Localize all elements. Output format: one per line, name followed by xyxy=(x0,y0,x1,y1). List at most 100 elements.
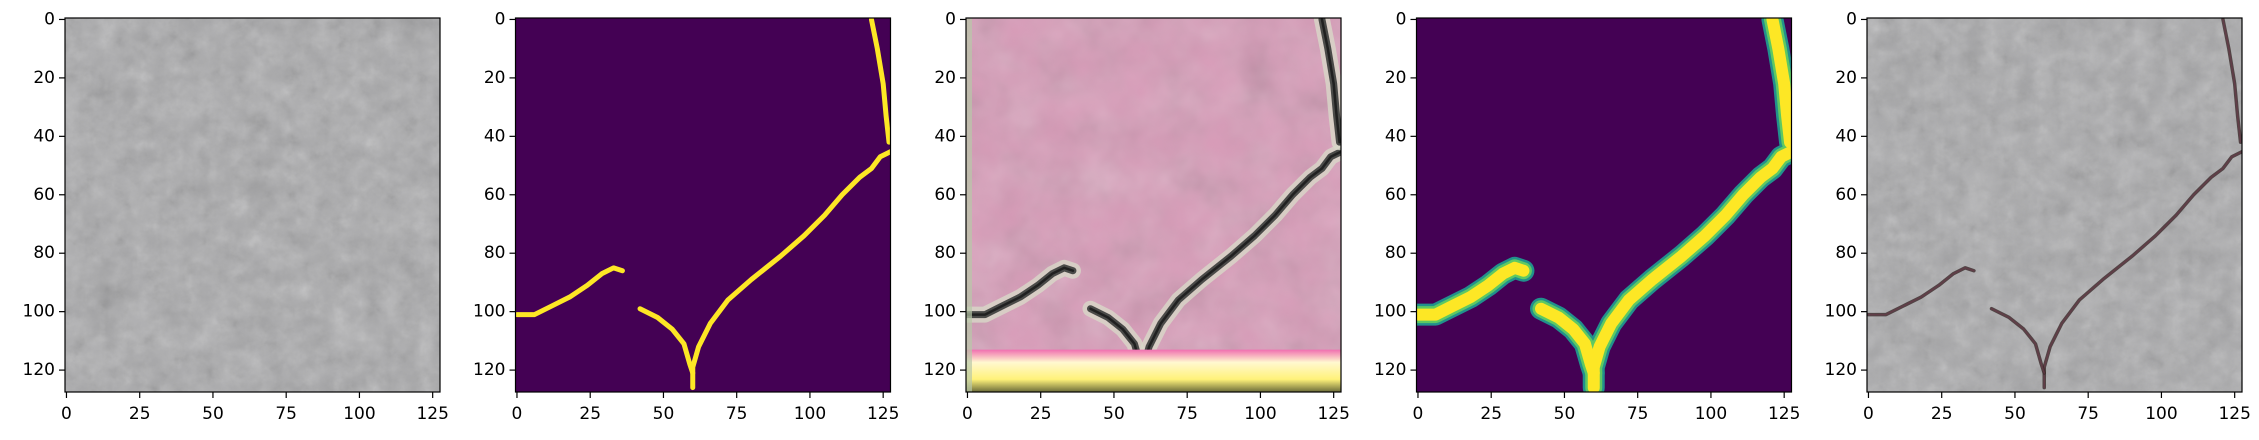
y-tick-label: 60 xyxy=(1835,185,1857,205)
x-tick-label: 75 xyxy=(1176,404,1198,424)
y-tick-label: 20 xyxy=(484,68,506,88)
x-tick-label: 25 xyxy=(1030,404,1052,424)
y-tick-label: 80 xyxy=(1835,243,1857,263)
y-tick-label: 0 xyxy=(1846,9,1857,29)
axes-frame xyxy=(965,17,1342,393)
y-tick-label: 120 xyxy=(1825,360,1857,380)
axes-frame xyxy=(514,17,892,393)
texture xyxy=(65,18,440,392)
crack xyxy=(868,18,891,145)
x-tick-label: 125 xyxy=(416,404,448,424)
y-tick-label: 60 xyxy=(484,185,506,205)
background xyxy=(515,18,891,392)
crack xyxy=(1587,145,1792,392)
y-tick-label: 100 xyxy=(1825,302,1857,322)
crack xyxy=(1320,18,1341,144)
x-tick-label: 0 xyxy=(962,404,973,424)
crack xyxy=(1535,302,1600,380)
axes-frame xyxy=(1415,17,1793,393)
y-tick-label: 20 xyxy=(1385,68,1407,88)
image xyxy=(1867,18,2242,392)
x-tick-label: 100 xyxy=(2145,404,2177,424)
band xyxy=(966,349,1341,392)
y-tick-label: 100 xyxy=(473,302,505,322)
crack xyxy=(1141,150,1341,389)
image xyxy=(966,18,1341,392)
y-tick-label: 100 xyxy=(924,302,956,322)
crack xyxy=(1990,307,2045,374)
x-tick-label: 75 xyxy=(2077,404,2099,424)
left-edge xyxy=(966,18,972,392)
y-tick-label: 20 xyxy=(33,68,55,88)
x-tick-label: 125 xyxy=(1317,404,1349,424)
image xyxy=(1416,18,1792,392)
x-tick-label: 125 xyxy=(2218,404,2250,424)
y-tick-label: 0 xyxy=(44,9,55,29)
texture xyxy=(1867,18,2242,392)
y-tick-label: 80 xyxy=(1385,243,1407,263)
crack xyxy=(690,148,891,391)
y-tick-label: 40 xyxy=(934,126,956,146)
crack xyxy=(1416,261,1530,321)
x-tick-label: 100 xyxy=(343,404,375,424)
x-tick-label: 25 xyxy=(129,404,151,424)
y-tick-label: 0 xyxy=(945,9,956,29)
y-tick-label: 120 xyxy=(23,360,55,380)
x-tick-label: 125 xyxy=(1768,404,1800,424)
y-tick-label: 60 xyxy=(934,185,956,205)
y-tick-label: 100 xyxy=(1374,302,1406,322)
y-tick-label: 120 xyxy=(924,360,956,380)
panel: 0 25 50 75 100 125 0 20 40 60 80 100 120 xyxy=(23,9,449,424)
panel: 0 25 50 75 100 125 0 20 40 60 80 100 120 xyxy=(1374,9,1800,424)
axes-frame xyxy=(1866,17,2243,393)
x-tick-label: 25 xyxy=(1480,404,1502,424)
x-tick-label: 25 xyxy=(1931,404,1953,424)
y-tick-label: 0 xyxy=(1396,9,1407,29)
x-tick-label: 50 xyxy=(653,404,675,424)
panel: 0 25 50 75 100 125 0 20 40 60 80 100 120 xyxy=(924,9,1350,424)
y-tick-label: 80 xyxy=(33,243,55,263)
image xyxy=(65,18,440,392)
x-tick-label: 0 xyxy=(512,404,523,424)
y-tick-label: 40 xyxy=(484,126,506,146)
crack xyxy=(1867,267,1975,316)
x-tick-label: 100 xyxy=(1244,404,1276,424)
x-tick-label: 50 xyxy=(1554,404,1576,424)
y-tick-label: 60 xyxy=(33,185,55,205)
x-tick-label: 125 xyxy=(867,404,899,424)
x-tick-label: 50 xyxy=(2004,404,2026,424)
x-tick-label: 75 xyxy=(726,404,748,424)
crack xyxy=(637,306,696,376)
y-tick-label: 40 xyxy=(1835,126,1857,146)
y-tick-label: 40 xyxy=(1385,126,1407,146)
x-tick-label: 0 xyxy=(1413,404,1424,424)
x-tick-label: 100 xyxy=(794,404,826,424)
y-tick-label: 0 xyxy=(495,9,506,29)
y-tick-label: 20 xyxy=(1835,68,1857,88)
x-tick-label: 50 xyxy=(1103,404,1125,424)
crack xyxy=(515,265,625,318)
x-tick-label: 75 xyxy=(275,404,297,424)
axes-frame xyxy=(64,17,441,393)
x-tick-label: 100 xyxy=(1695,404,1727,424)
y-tick-label: 100 xyxy=(23,302,55,322)
x-tick-label: 50 xyxy=(202,404,224,424)
x-tick-label: 0 xyxy=(61,404,72,424)
crack xyxy=(966,266,1075,316)
y-tick-label: 20 xyxy=(934,68,956,88)
y-tick-label: 120 xyxy=(1374,360,1406,380)
panel: 0 25 50 75 100 125 0 20 40 60 80 100 120 xyxy=(473,9,899,424)
y-tick-label: 80 xyxy=(484,243,506,263)
x-tick-label: 75 xyxy=(1627,404,1649,424)
crack xyxy=(2043,150,2242,389)
y-tick-label: 120 xyxy=(473,360,505,380)
image xyxy=(515,18,891,392)
y-tick-label: 40 xyxy=(33,126,55,146)
panel: 0 25 50 75 100 125 0 20 40 60 80 100 120 xyxy=(1825,9,2251,424)
x-tick-label: 0 xyxy=(1863,404,1874,424)
crack xyxy=(1766,18,1792,149)
y-tick-label: 60 xyxy=(1385,185,1407,205)
x-tick-label: 25 xyxy=(579,404,601,424)
y-tick-label: 80 xyxy=(934,243,956,263)
